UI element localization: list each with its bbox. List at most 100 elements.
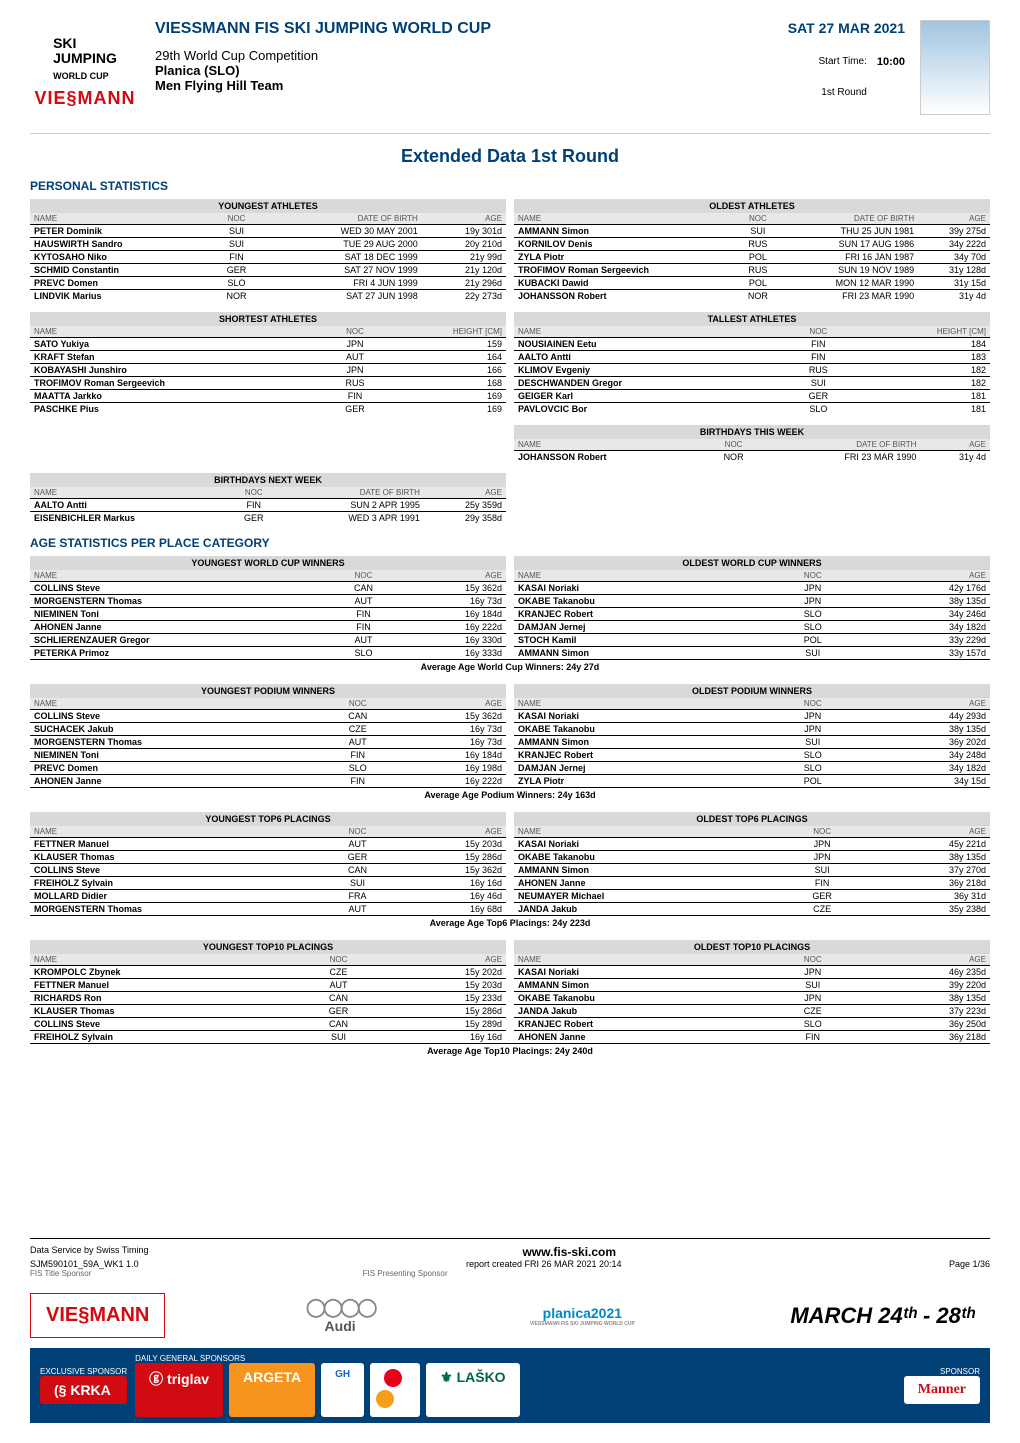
athlete-name: COLLINS Steve (30, 864, 323, 877)
tbody: KASAI NoriakiJPN42y 176dOKABE TakanobuJP… (514, 582, 990, 660)
audi-sponsor: ◯◯◯◯ Audi (291, 1293, 390, 1338)
athlete-age: 37y 223d (852, 1005, 990, 1018)
athlete-age: 16y 73d (392, 736, 506, 749)
report-code: SJM590101_59A_WK1 1.0 (30, 1259, 139, 1269)
athlete-noc: GER (229, 512, 279, 525)
athlete-age: 16y 184d (396, 608, 506, 621)
athlete-name: SCHLIERENZAUER Gregor (30, 634, 331, 647)
table-row: KLAUSER ThomasGER15y 286d (30, 851, 506, 864)
competition-line: 29th World Cup Competition (155, 48, 773, 63)
athlete-noc: SUI (736, 225, 781, 238)
table-row: AALTO AnttiFIN183 (514, 351, 990, 364)
athlete-age: 16y 222d (392, 775, 506, 788)
table-row: STOCH KamilPOL33y 229d (514, 634, 990, 647)
athlete-age: 29y 358d (424, 512, 506, 525)
athlete-age: 16y 73d (392, 723, 506, 736)
athlete-noc: RUS (736, 264, 781, 277)
athlete-age: 16y 16d (392, 877, 506, 890)
athlete-age: 35y 238d (861, 903, 990, 916)
col-dob: DATE OF BIRTH (780, 213, 918, 225)
athlete-name: RICHARDS Ron (30, 992, 299, 1005)
athlete-name: COLLINS Steve (30, 1018, 299, 1031)
col-name: NAME (30, 698, 324, 710)
athlete-age: 15y 203d (378, 979, 506, 992)
col-age: AGE (392, 826, 506, 838)
athlete-noc: JPN (773, 582, 852, 595)
athlete-noc: CZE (324, 723, 392, 736)
athlete-noc: FIN (331, 621, 397, 634)
tbody: COLLINS SteveCAN15y 362dMORGENSTERN Thom… (30, 582, 506, 660)
col-noc: NOC (773, 954, 852, 966)
col-name: NAME (514, 954, 773, 966)
avg-wc-winners: Average Age World Cup Winners: 24y 27d (30, 659, 990, 674)
argeta-sponsor: ARGETA (229, 1363, 315, 1417)
athlete-noc: SUI (773, 647, 852, 660)
athlete-noc: GER (326, 403, 385, 416)
col-age: AGE (392, 698, 506, 710)
col-noc: NOC (773, 570, 852, 582)
athlete-name: COLLINS Steve (30, 582, 331, 595)
data-service: Data Service by Swiss Timing (30, 1245, 149, 1259)
table-row: OKABE TakanobuJPN38y 135d (514, 851, 990, 864)
athlete-noc: CAN (299, 1018, 377, 1031)
youngest-wc-winners-table: YOUNGEST WORLD CUP WINNERS NAME NOC AGE … (30, 556, 506, 659)
col-noc: NOC (736, 213, 781, 225)
tbody: FETTNER ManuelAUT15y 203dKLAUSER ThomasG… (30, 838, 506, 916)
table-row: KRANJEC RobertSLO34y 246d (514, 608, 990, 621)
athlete-name: MORGENSTERN Thomas (30, 595, 331, 608)
table-row: KLAUSER ThomasGER15y 286d (30, 1005, 506, 1018)
athlete-noc: JPN (783, 851, 862, 864)
athlete-name: DAMJAN Jernej (514, 621, 773, 634)
tbody: AMMANN SimonSUITHU 25 JUN 198139y 275dKO… (514, 225, 990, 303)
athlete-name: KYTOSAHO Niko (30, 251, 210, 264)
athlete-name: NIEMINEN Toni (30, 608, 331, 621)
youngest-athletes-table: YOUNGEST ATHLETES NAME NOC DATE OF BIRTH… (30, 199, 506, 302)
athlete-name: STOCH Kamil (514, 634, 773, 647)
athlete-age: 33y 229d (852, 634, 990, 647)
athlete-noc: AUT (299, 979, 377, 992)
event-line: Men Flying Hill Team (155, 78, 773, 93)
col-age: AGE (396, 570, 506, 582)
table-row: OKABE TakanobuJPN38y 135d (514, 595, 990, 608)
athlete-dob: WED 30 MAY 2001 (263, 225, 422, 238)
athlete-noc: FIN (326, 390, 385, 403)
table-row: COLLINS SteveCAN15y 362d (30, 864, 506, 877)
tbody: KASAI NoriakiJPN46y 235dAMMANN SimonSUI3… (514, 966, 990, 1044)
table-row: KASAI NoriakiJPN42y 176d (514, 582, 990, 595)
athlete-name: FETTNER Manuel (30, 979, 299, 992)
athlete-noc: NOR (706, 451, 762, 464)
col-name: NAME (514, 826, 783, 838)
tbody: SATO YukiyaJPN159KRAFT StefanAUT164KOBAY… (30, 338, 506, 416)
report-created: report created FRI 26 MAR 2021 20:14 (466, 1259, 622, 1269)
athlete-name: DESCHWANDEN Gregor (514, 377, 785, 390)
athlete-noc: FIN (324, 749, 392, 762)
athlete-name: KASAI Noriaki (514, 710, 773, 723)
athlete-age: 38y 135d (852, 595, 990, 608)
athlete-noc: SUI (210, 225, 262, 238)
athlete-age: 19y 301d (422, 225, 506, 238)
athlete-noc: POL (736, 251, 781, 264)
athlete-noc: NOR (736, 290, 781, 303)
lasko-sponsor: ⚜ LAŠKO (426, 1363, 519, 1417)
athlete-name: GEIGER Karl (514, 390, 785, 403)
table-title: YOUNGEST ATHLETES (30, 199, 506, 213)
table-row: COLLINS SteveCAN15y 362d (30, 582, 506, 595)
athlete-height: 184 (852, 338, 990, 351)
table-row: JOHANSSON RobertNORFRI 23 MAR 199031y 4d (514, 451, 990, 464)
col-name: NAME (30, 826, 323, 838)
athlete-name: AHONEN Janne (514, 877, 783, 890)
krka-sponsor: (§ KRKA (40, 1376, 127, 1404)
youngest-top6-table: YOUNGEST TOP6 PLACINGS NAME NOC AGE FETT… (30, 812, 506, 915)
athlete-age: 37y 270d (861, 864, 990, 877)
athlete-age: 34y 70d (918, 251, 990, 264)
birthdays-next-week-table: BIRTHDAYS NEXT WEEK NAME NOC DATE OF BIR… (30, 473, 506, 524)
table-title: OLDEST PODIUM WINNERS (514, 684, 990, 698)
athlete-noc: JPN (773, 966, 852, 979)
athlete-dob: FRI 23 MAR 1990 (780, 290, 918, 303)
athlete-name: MORGENSTERN Thomas (30, 903, 323, 916)
athlete-name: PREVC Domen (30, 762, 324, 775)
athlete-noc: JPN (773, 992, 852, 1005)
athlete-age: 21y 99d (422, 251, 506, 264)
athlete-name: OKABE Takanobu (514, 595, 773, 608)
athlete-noc: AUT (323, 838, 392, 851)
